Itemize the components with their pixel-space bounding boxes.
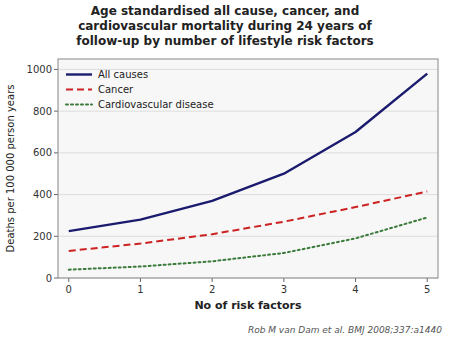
series-group — [69, 74, 428, 270]
grid — [58, 69, 438, 278]
legend-swatch — [66, 73, 92, 75]
y-tick — [54, 152, 58, 153]
line — [69, 191, 428, 250]
x-tick — [355, 278, 356, 282]
x-tick-label: 3 — [281, 284, 287, 295]
legend-swatch — [66, 104, 92, 106]
legend-label: All causes — [98, 69, 148, 80]
grid-line — [58, 152, 438, 153]
grid-line — [58, 194, 438, 195]
chart: Age standardised all cause, cancer, andc… — [0, 0, 450, 338]
x-tick-label: 0 — [66, 284, 72, 295]
y-tick — [54, 69, 58, 70]
x-tick — [283, 278, 284, 282]
y-tick-label: 200 — [33, 231, 52, 242]
line — [69, 74, 428, 231]
x-tick-label: 5 — [424, 284, 430, 295]
title: Age standardised all cause, cancer, andc… — [76, 4, 373, 48]
y-tick-label: 800 — [33, 106, 52, 117]
y-tick-label: 400 — [33, 189, 52, 200]
y-axis-label: Deaths per 100 000 person years — [5, 85, 16, 253]
x-axis-label: No of risk factors — [194, 299, 302, 312]
plot-frame — [58, 59, 438, 278]
x-tick-label: 2 — [209, 284, 215, 295]
x-tick-label: 4 — [352, 284, 358, 295]
y-tick-label: 600 — [33, 147, 52, 158]
legend: All causes Cancer Cardiovascular disease — [66, 69, 214, 110]
legend-label: Cardiovascular disease — [98, 99, 214, 110]
legend-swatch — [66, 89, 92, 91]
x-tick — [140, 278, 141, 282]
y-tick-label: 0 — [46, 273, 52, 284]
y-tick-label: 1000 — [27, 64, 52, 75]
x-tick — [427, 278, 428, 282]
citation: Rob M van Dam et al. BMJ 2008;337:a1440 — [248, 325, 442, 335]
legend-label: Cancer — [98, 84, 134, 95]
x-tick — [68, 278, 69, 282]
y-tick — [54, 278, 58, 279]
line — [69, 218, 428, 270]
y-tick — [54, 194, 58, 195]
y-tick — [54, 111, 58, 112]
x-tick-label: 1 — [137, 284, 143, 295]
plot-area — [58, 59, 438, 278]
grid-line — [58, 236, 438, 237]
x-tick — [212, 278, 213, 282]
y-tick — [54, 236, 58, 237]
